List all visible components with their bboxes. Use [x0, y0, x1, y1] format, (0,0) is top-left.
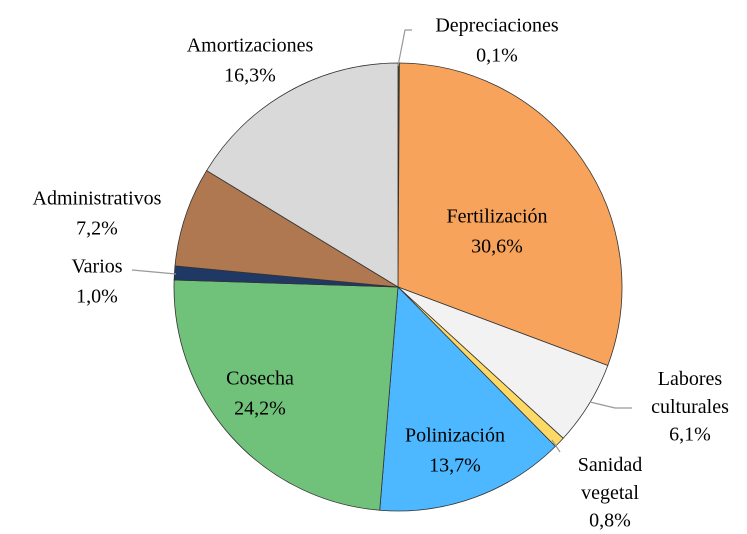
- slice-value: 30,6%: [471, 236, 523, 258]
- slice-label: Polinización: [405, 425, 505, 447]
- leader-line: [397, 29, 412, 67]
- slice-value: 0,8%: [589, 510, 631, 532]
- slice-label: Administrativos: [33, 188, 162, 210]
- pie-slice: [379, 286, 556, 512]
- label-line: Labores: [658, 368, 723, 390]
- slice-value: 24,2%: [234, 398, 286, 420]
- slice-label: Labores culturales: [651, 368, 729, 418]
- pie-slice: [173, 279, 399, 511]
- pie-slice: [397, 62, 623, 367]
- slice-label: Amortizaciones: [187, 35, 314, 57]
- slice-value: 16,3%: [224, 65, 276, 87]
- label-line: culturales: [651, 396, 729, 418]
- slice-value: 6,1%: [669, 424, 711, 446]
- pie-slice: [174, 170, 399, 288]
- slice-value: 0,1%: [476, 45, 518, 67]
- slice-value: 7,2%: [76, 218, 118, 240]
- slice-value: 1,0%: [76, 286, 118, 308]
- leader-line: [589, 401, 632, 409]
- label-line: Sanidad: [578, 454, 642, 476]
- pie-slice: [206, 62, 399, 288]
- leader-line: [551, 439, 561, 453]
- slice-label: Cosecha: [226, 368, 294, 390]
- slice-label: Varios: [71, 256, 122, 278]
- slice-label: Fertilización: [446, 206, 547, 228]
- slice-value: 13,7%: [429, 455, 481, 477]
- leader-line: [131, 269, 177, 275]
- label-line: vegetal: [581, 482, 639, 504]
- slice-label: Sanidad vegetal: [578, 454, 642, 504]
- slice-label: Depreciaciones: [435, 15, 558, 37]
